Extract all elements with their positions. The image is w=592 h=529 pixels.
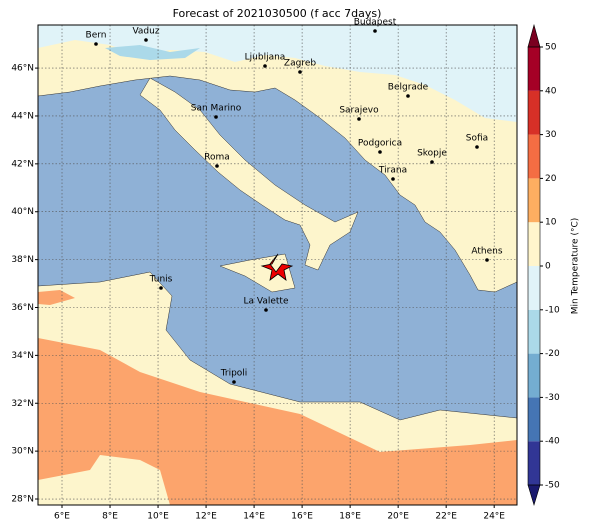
colorbar-over bbox=[527, 23, 541, 48]
y-tick-label: 44°N bbox=[11, 111, 34, 121]
city-label: Vaduz bbox=[132, 27, 159, 37]
city-label: Bern bbox=[86, 31, 107, 41]
colorbar-tick-label: 20 bbox=[545, 174, 557, 184]
city-label: Sofia bbox=[466, 134, 488, 144]
x-tick-label: 10°E bbox=[147, 512, 169, 522]
city-dot bbox=[215, 164, 219, 168]
y-tick-label: 40°N bbox=[11, 207, 34, 217]
city-dot bbox=[357, 117, 361, 121]
city-label: Skopje bbox=[417, 149, 447, 159]
warm-patch bbox=[38, 290, 75, 305]
alps bbox=[105, 45, 200, 60]
north-land bbox=[37, 24, 518, 293]
colorbar-segment bbox=[528, 353, 540, 398]
y-tick-label: 36°N bbox=[11, 303, 34, 313]
city-dot bbox=[263, 64, 267, 68]
city-label: Ljubljana bbox=[245, 53, 286, 63]
colorbar-under bbox=[527, 484, 541, 507]
city-dot bbox=[232, 380, 236, 384]
city-dot bbox=[94, 42, 98, 46]
grid bbox=[35, 25, 517, 508]
map-layers bbox=[37, 24, 518, 506]
city-dot bbox=[485, 258, 489, 262]
star-marker bbox=[260, 253, 294, 281]
y-tick-label: 34°N bbox=[11, 351, 34, 361]
title: Forecast of 2021030500 (f acc 7days) bbox=[173, 7, 382, 20]
city-label: La Valette bbox=[244, 297, 289, 307]
warm-zone bbox=[38, 338, 517, 505]
city-dot bbox=[430, 160, 434, 164]
city-dot bbox=[298, 70, 302, 74]
city-label: Zagreb bbox=[284, 59, 316, 69]
colorbar-tick-label: 10 bbox=[545, 218, 557, 228]
x-tick-label: 6°E bbox=[54, 512, 70, 522]
x-tick-label: 8°E bbox=[102, 512, 118, 522]
city-label: Athens bbox=[471, 247, 502, 257]
y-tick-label: 32°N bbox=[11, 399, 34, 409]
city-dot bbox=[144, 38, 148, 42]
colorbar-tick-label: -20 bbox=[545, 349, 560, 359]
city-dot bbox=[391, 177, 395, 181]
x-tick-label: 20°E bbox=[387, 512, 409, 522]
city-dot bbox=[378, 150, 382, 154]
x-tick-label: 24°E bbox=[483, 512, 505, 522]
colorbar-segment bbox=[528, 222, 540, 266]
city-label: Roma bbox=[204, 153, 230, 163]
colorbar-segment bbox=[528, 266, 540, 310]
colorbar-tick-label: -10 bbox=[545, 305, 560, 315]
colorbar-label: Min Temperature (°C) bbox=[571, 218, 581, 315]
city-dot bbox=[214, 115, 218, 119]
colorbar-tick-label: -50 bbox=[545, 481, 560, 491]
city-dot bbox=[264, 308, 268, 312]
colorbar-segment bbox=[528, 397, 540, 442]
y-tick-label: 46°N bbox=[11, 64, 34, 74]
city-label: San Marino bbox=[191, 104, 242, 114]
colorbar-tick-label: 40 bbox=[545, 86, 557, 96]
city-dot bbox=[373, 29, 377, 33]
colorbar-segment bbox=[528, 441, 540, 485]
y-tick-label: 30°N bbox=[11, 447, 34, 457]
city-dot bbox=[406, 94, 410, 98]
y-tick-label: 38°N bbox=[11, 255, 34, 265]
colorbar-segment bbox=[528, 178, 540, 223]
colorbar-tick-label: -30 bbox=[545, 393, 560, 403]
colorbar-tick-label: -40 bbox=[545, 437, 560, 447]
city-label: Tripoli bbox=[220, 369, 248, 379]
city-label: Tunis bbox=[149, 275, 173, 285]
x-tick-label: 12°E bbox=[195, 512, 217, 522]
sicily bbox=[219, 253, 296, 293]
x-tick-label: 14°E bbox=[243, 512, 265, 522]
colorbar-segment bbox=[528, 90, 540, 135]
y-tick-label: 28°N bbox=[11, 495, 34, 505]
colorbar-segment bbox=[528, 134, 540, 179]
colorbar-segment bbox=[528, 309, 540, 354]
colorbar-tick-label: 30 bbox=[545, 130, 557, 140]
city-label: Budapest bbox=[354, 18, 397, 28]
x-tick-label: 16°E bbox=[291, 512, 313, 522]
colorbar: -50 -40 -30 -20 -10 0 10 20 30 40 50 bbox=[527, 23, 560, 507]
colorbar-tick-label: 50 bbox=[545, 43, 557, 53]
y-tick-label: 42°N bbox=[11, 159, 34, 169]
city-label: Tirana bbox=[378, 166, 407, 176]
x-tick-label: 18°E bbox=[339, 512, 361, 522]
x-tick-label: 22°E bbox=[435, 512, 457, 522]
map-frame bbox=[37, 24, 518, 506]
city-dot bbox=[159, 286, 163, 290]
city-dot bbox=[475, 145, 479, 149]
colorbar-tick-label: 0 bbox=[545, 262, 551, 272]
city-label: Podgorica bbox=[358, 139, 402, 149]
colorbar-segment bbox=[528, 47, 540, 91]
city-label: Belgrade bbox=[388, 83, 429, 93]
city-label: Sarajevo bbox=[339, 106, 379, 116]
italy bbox=[139, 77, 359, 271]
